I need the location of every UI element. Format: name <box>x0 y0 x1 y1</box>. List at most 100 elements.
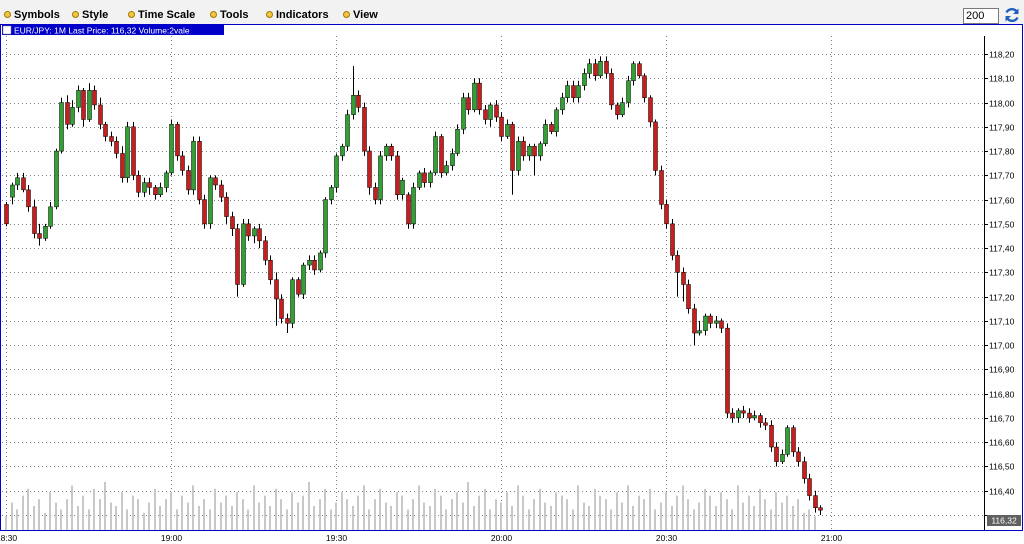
candle-down <box>813 495 818 508</box>
volume-bar <box>473 506 475 530</box>
volume-bar <box>154 488 156 530</box>
volume-bar <box>781 502 783 530</box>
candle-down <box>521 141 526 157</box>
menu-tools[interactable]: Tools <box>210 9 249 23</box>
candle-down <box>741 410 746 414</box>
candle-down <box>686 284 691 310</box>
chart-background <box>0 24 1024 544</box>
y-tick-label: 116,80 <box>989 390 1015 400</box>
volume-bar <box>753 506 755 530</box>
volume-bar <box>165 499 167 530</box>
candle-up <box>736 410 741 419</box>
candle-down <box>681 272 686 285</box>
candle-down <box>274 279 279 300</box>
menu-style[interactable]: Style <box>72 9 108 23</box>
candle-up <box>450 153 455 166</box>
candle-down <box>153 187 158 195</box>
candle-up <box>400 179 405 195</box>
volume-bar <box>770 509 772 530</box>
candle-down <box>4 204 9 225</box>
candle-up <box>345 114 350 147</box>
menu-view[interactable]: View <box>343 9 378 23</box>
candle-down <box>263 240 268 261</box>
dot-icon <box>128 11 135 18</box>
candle-down <box>763 422 768 426</box>
volume-bar <box>423 502 425 530</box>
volume-bar <box>478 495 480 530</box>
volume-bars <box>5 482 816 530</box>
volume-bar <box>385 502 387 530</box>
candle-down <box>675 255 680 273</box>
volume-bar <box>143 512 145 530</box>
candle-down <box>670 223 675 256</box>
candle-up <box>158 187 163 195</box>
candle-down <box>268 259 273 280</box>
candle-down <box>719 320 724 329</box>
volume-bar <box>616 492 618 530</box>
volume-bar <box>775 492 777 530</box>
y-tick-label: 117,50 <box>989 220 1015 230</box>
volume-bar <box>500 502 502 530</box>
candle-up <box>318 252 323 271</box>
volume-bar <box>643 499 645 530</box>
candle-down <box>774 446 779 462</box>
menu-indicators-label: Indicators <box>276 9 329 21</box>
candle-down <box>186 170 191 191</box>
menu-time-scale[interactable]: Time Scale <box>128 9 195 23</box>
dot-icon <box>210 11 217 18</box>
volume-bar <box>544 502 546 530</box>
candle-up <box>543 124 548 145</box>
volume-bar <box>715 506 717 530</box>
candle-up <box>626 80 631 103</box>
y-tick-label: 117,70 <box>989 171 1015 181</box>
volume-bar <box>275 488 277 530</box>
candle-down <box>103 124 108 137</box>
candle-up <box>582 73 587 86</box>
price-axis: 118,20 118,10 118,00 117,90 117,80 117,70 117,… <box>984 50 1015 516</box>
x-tick-label: 18:30 <box>0 533 17 543</box>
y-tick-label: 116,90 <box>989 365 1015 375</box>
candle-down <box>807 478 812 496</box>
candle-up <box>785 427 790 455</box>
y-tick-label: 117,40 <box>989 244 1015 254</box>
volume-bar <box>297 502 299 530</box>
candle-up <box>703 315 708 331</box>
volume-bar <box>759 488 761 530</box>
volume-bar <box>539 488 541 530</box>
volume-bar <box>115 506 117 530</box>
bars-count-input[interactable] <box>963 8 999 24</box>
volume-bar <box>704 488 706 530</box>
volume-bar <box>737 485 739 530</box>
volume-bar <box>110 502 112 530</box>
volume-bar <box>132 495 134 530</box>
volume-bar <box>181 495 183 530</box>
volume-bar <box>242 499 244 530</box>
volume-bar <box>71 485 73 530</box>
candle-down <box>648 97 653 123</box>
volume-bar <box>33 506 35 530</box>
volume-bar <box>236 492 238 530</box>
candle-up <box>323 199 328 254</box>
volume-bar <box>93 488 95 530</box>
candle-down <box>21 177 26 191</box>
y-tick-label: 116,40 <box>989 487 1015 497</box>
price-chart[interactable]: EUR/JPY: 1M Last Price: 116,32 Volume:2v… <box>0 24 1024 544</box>
last-price-marker <box>987 515 1021 526</box>
candle-down <box>499 116 504 137</box>
menu-indicators[interactable]: Indicators <box>266 9 329 23</box>
volume-bar <box>99 499 101 530</box>
candle-up <box>125 126 130 178</box>
menu-symbols[interactable]: Symbols <box>4 9 60 23</box>
x-tick-label: 19:00 <box>161 533 183 543</box>
candle-up <box>697 330 702 334</box>
candle-down <box>549 124 554 132</box>
candle-up <box>488 104 493 120</box>
volume-bar <box>528 509 530 530</box>
chart-header-text: EUR/JPY: 1M Last Price: 116,32 Volume:2v… <box>14 26 190 36</box>
volume-bar <box>698 502 700 530</box>
volume-bar <box>170 492 172 530</box>
candle-down <box>395 155 400 195</box>
volume-bar <box>440 495 442 530</box>
refresh-icon[interactable] <box>1003 6 1021 24</box>
candle-up <box>752 415 757 419</box>
